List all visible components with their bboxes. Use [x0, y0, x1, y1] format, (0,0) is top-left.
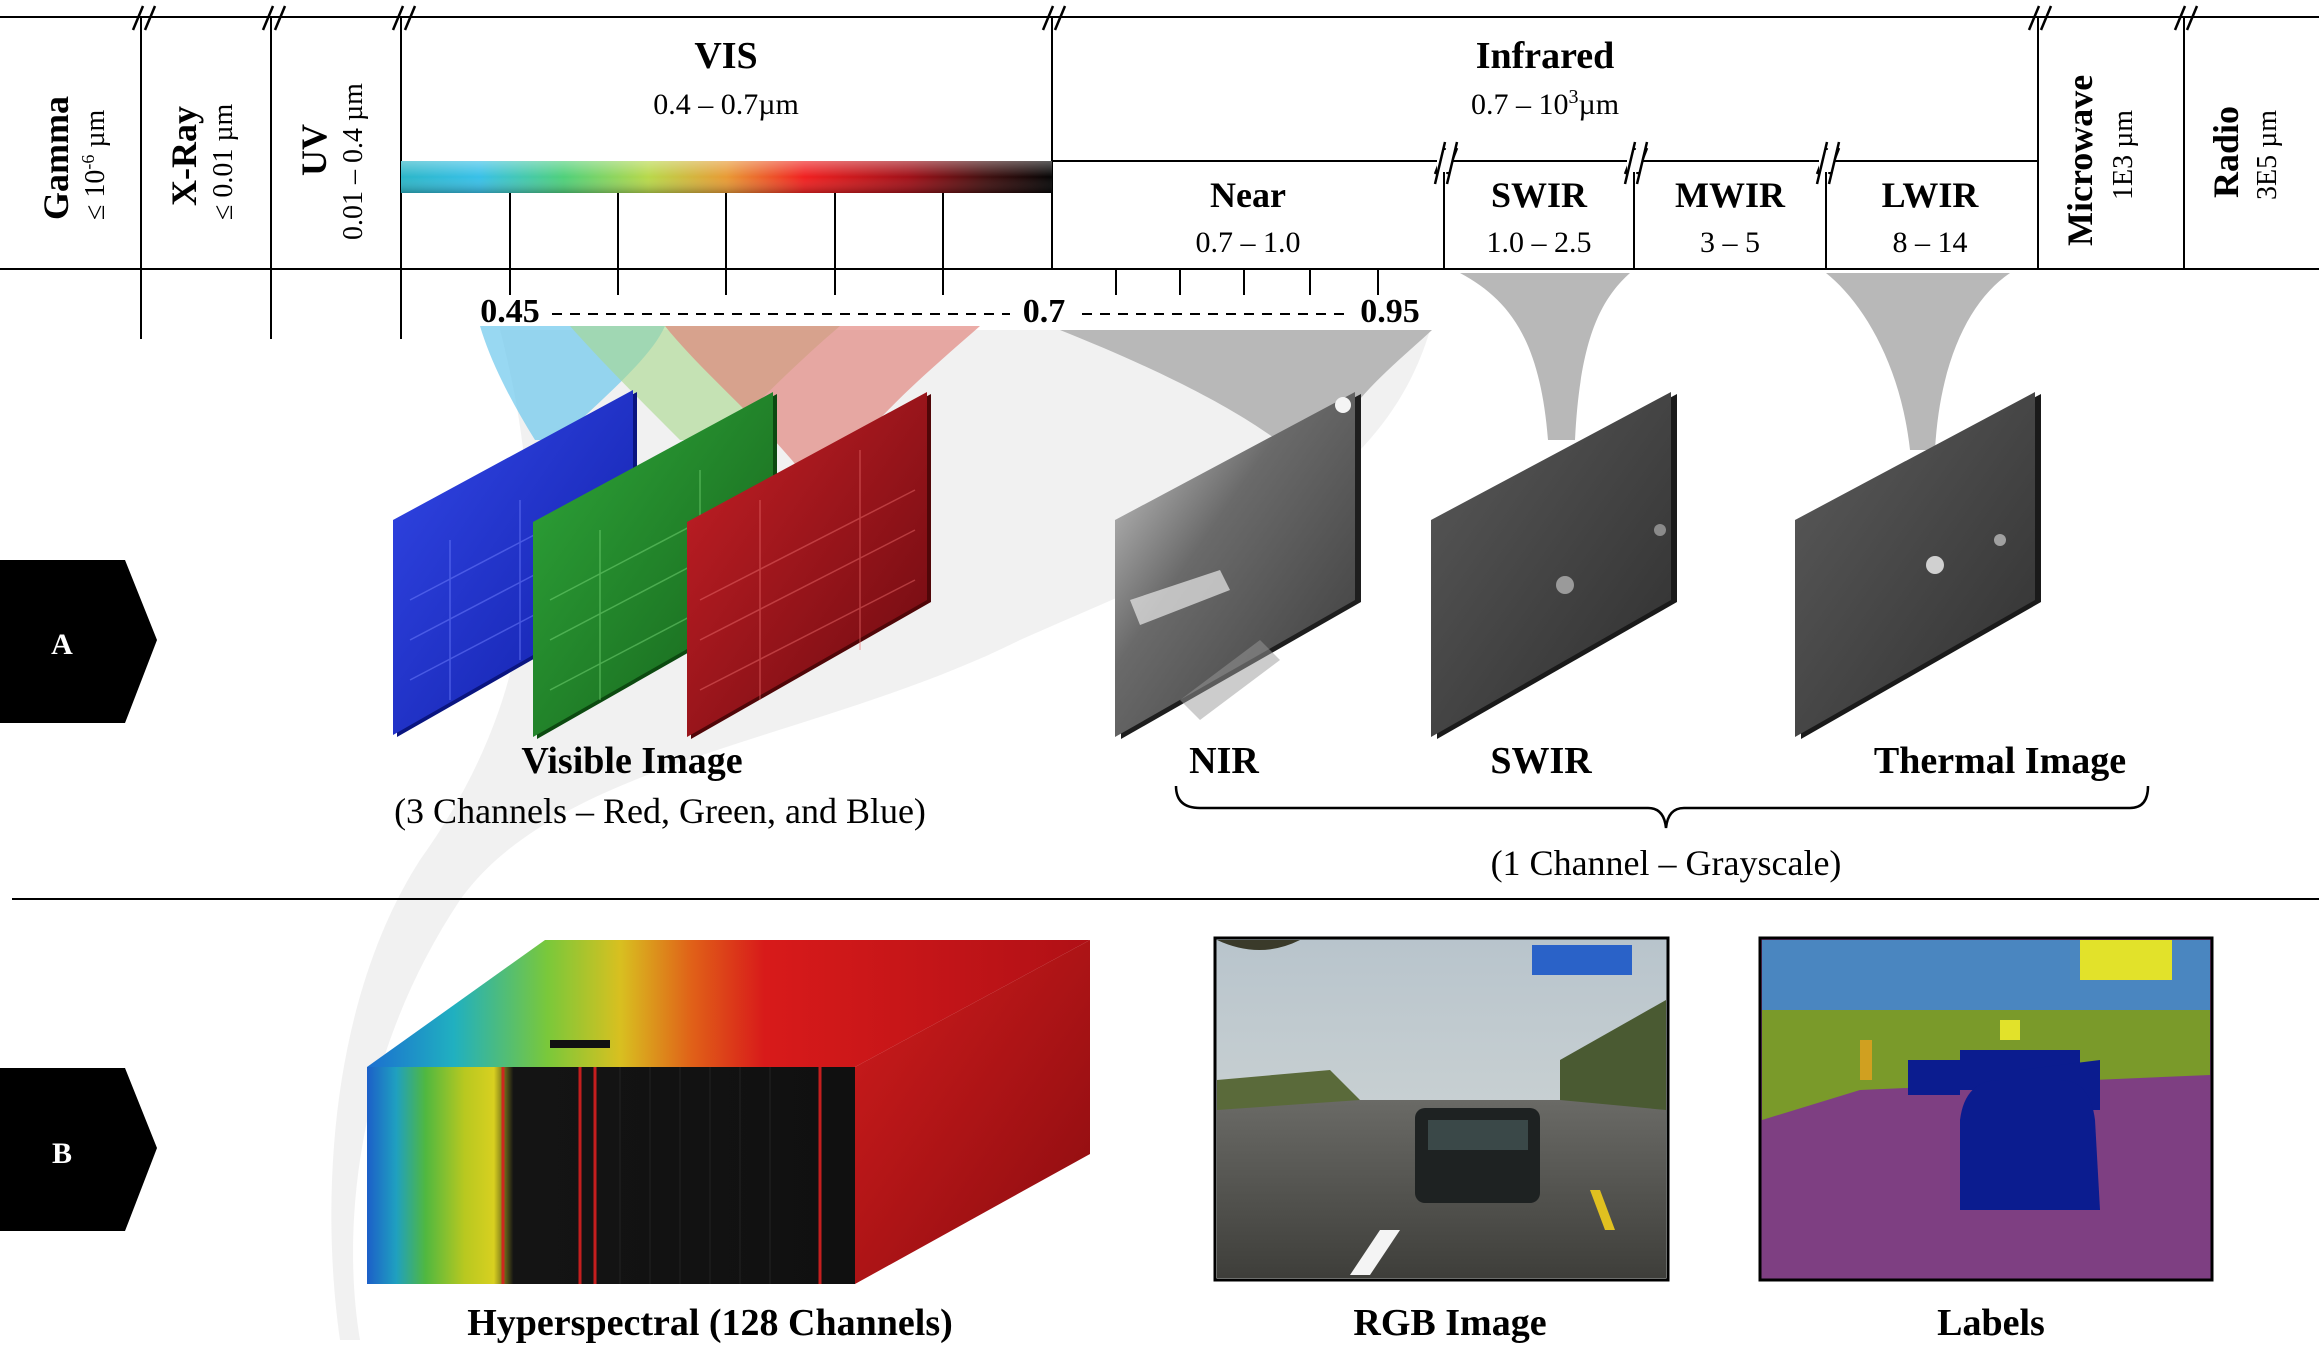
band-swir-name: SWIR: [1491, 175, 1588, 215]
band-mwir-range: 3 – 5: [1700, 226, 1760, 259]
labels-title: Labels: [1937, 1302, 2045, 1344]
row-a-captions: Visible Image (3 Channels – Red, Green, …: [394, 740, 2150, 883]
label-sign-region: [2080, 940, 2172, 980]
band-radio: Radio 3E5 µm: [2206, 106, 2283, 200]
rgb-image-title: RGB Image: [1353, 1302, 1546, 1344]
grayscale-brace: [1174, 785, 2150, 829]
band-near: Near 0.7 – 1.0: [1115, 175, 1379, 295]
marker-045: 0.45: [480, 293, 540, 330]
visible-image-stack: [393, 390, 931, 739]
band-mwir-name: MWIR: [1675, 175, 1786, 215]
cube-side-face: [855, 940, 1090, 1284]
band-radio-name: Radio: [2206, 106, 2246, 198]
swir-title: SWIR: [1490, 740, 1592, 782]
row-b-tag-label: B: [52, 1137, 72, 1170]
band-radio-range: 3E5 µm: [2252, 110, 2283, 200]
vis-ticks: [509, 193, 944, 295]
visible-image-subtitle: (3 Channels – Red, Green, and Blue): [394, 791, 926, 831]
band-near-name: Near: [1210, 175, 1286, 215]
band-vis: VIS 0.4 – 0.7µm: [401, 35, 1052, 295]
row-b-captions: Hyperspectral (128 Channels) RGB Image L…: [467, 1302, 2045, 1344]
visible-image-title: Visible Image: [521, 740, 742, 782]
thermal-image-plane: [1795, 392, 2041, 739]
break-marks: [131, 5, 2199, 175]
band-lwir-range: 8 – 14: [1893, 226, 1968, 259]
near-ticks: [1115, 269, 1379, 295]
band-uv-name: UV: [294, 124, 334, 176]
band-infrared: Infrared 0.7 – 103µm: [1471, 35, 1619, 121]
band-xray-name: X-Ray: [164, 106, 204, 206]
labels-image: [1758, 936, 2214, 1282]
hyperspectral-title: Hyperspectral (128 Channels): [467, 1302, 953, 1344]
band-mwir: MWIR 3 – 5: [1675, 175, 1786, 259]
band-microwave-name: Microwave: [2060, 75, 2100, 246]
green-channel-plane: [533, 392, 777, 739]
band-gamma: Gamma ≤ 10-6 µm: [36, 96, 111, 220]
band-swir-range: 1.0 – 2.5: [1487, 226, 1592, 259]
band-swir: SWIR 1.0 – 2.5: [1487, 175, 1592, 259]
label-car-region: [1960, 1080, 2100, 1210]
rgb-image: [1213, 936, 1670, 1282]
band-xray-range: ≤ 0.01 µm: [208, 104, 239, 221]
thermal-image-title: Thermal Image: [1874, 740, 2126, 782]
row-a-tag: A: [0, 560, 157, 723]
marker-095: 0.95: [1360, 293, 1420, 330]
wavelength-markers: 0.45 0.7 0.95: [480, 293, 1420, 330]
cube-top-face: [367, 940, 1090, 1067]
band-infrared-range: 0.7 – 103µm: [1471, 86, 1619, 121]
band-xray: X-Ray ≤ 0.01 µm: [164, 104, 239, 221]
band-gamma-range: ≤ 10-6 µm: [78, 109, 111, 220]
nir-title: NIR: [1189, 740, 1259, 782]
red-channel-plane: [687, 392, 931, 739]
row-a-tag-label: A: [51, 628, 73, 661]
cube-front-face: [367, 1067, 855, 1284]
spectrum-header: Gamma ≤ 10-6 µm X-Ray ≤ 0.01 µm UV 0.01 …: [0, 5, 2319, 339]
hyperspectral-cube: [367, 940, 1090, 1284]
swir-image-plane: [1431, 392, 1677, 739]
band-infrared-name: Infrared: [1476, 35, 1615, 77]
band-uv-range: 0.01 – 0.4 µm: [338, 83, 369, 240]
band-gamma-name: Gamma: [36, 96, 76, 220]
band-microwave: Microwave 1E3 µm: [2060, 75, 2139, 246]
band-lwir: LWIR 8 – 14: [1882, 175, 1980, 259]
band-microwave-range: 1E3 µm: [2108, 110, 2139, 200]
band-near-range: 0.7 – 1.0: [1196, 226, 1301, 259]
band-vis-range: 0.4 – 0.7µm: [653, 88, 799, 121]
marker-07: 0.7: [1023, 293, 1066, 330]
row-a-beams: [480, 273, 2010, 470]
band-uv: UV 0.01 – 0.4 µm: [294, 83, 369, 240]
nir-image-plane: [1115, 392, 1361, 739]
row-b-tag: B: [0, 1068, 157, 1231]
band-lwir-name: LWIR: [1882, 175, 1980, 215]
grayscale-subtitle: (1 Channel – Grayscale): [1491, 843, 1842, 883]
band-vis-name: VIS: [694, 35, 757, 77]
